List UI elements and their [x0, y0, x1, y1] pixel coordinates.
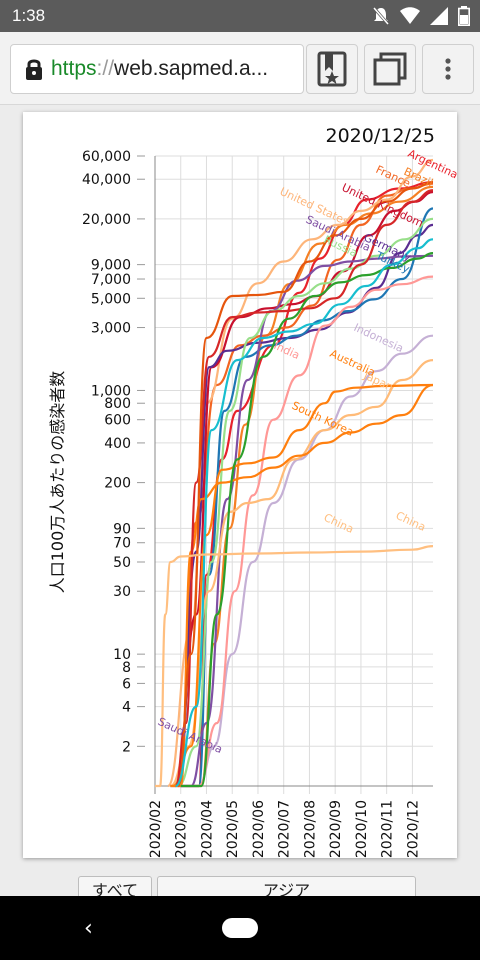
series-annotation: Japan [361, 369, 395, 394]
y-tick-label: 7,000 [91, 272, 131, 288]
series-line-russia [177, 217, 434, 788]
y-tick-label: 600 [104, 413, 131, 429]
url-bar[interactable]: https://web.sapmed.a... [10, 44, 304, 94]
y-tick-label: 60,000 [82, 149, 131, 165]
y-tick-label: 2 [122, 739, 131, 755]
y-tick-label: 800 [104, 396, 131, 412]
lock-icon [26, 59, 42, 80]
url-host: web.sapmed.a... [114, 57, 269, 80]
y-tick-label: 40,000 [82, 172, 131, 188]
series-annotation: Indonesia [352, 321, 406, 355]
x-tick-label: 2020/10 [354, 800, 370, 858]
chart-card: 60,000 40,000 20,000 9,000 7,000 5,000 3,000 1,… [23, 112, 457, 858]
x-tick-label: 2020/06 [251, 800, 267, 858]
x-tick-label: 2020/04 [199, 800, 215, 858]
series-annotation: China [394, 509, 428, 534]
wifi-icon [400, 7, 420, 24]
status-time: 1:38 [12, 6, 46, 25]
url-text[interactable]: https://web.sapmed.a... [51, 57, 297, 81]
status-bar: 1:38 [0, 0, 480, 32]
tab-switcher-button[interactable] [364, 44, 416, 94]
y-tick-label: 50 [113, 555, 131, 571]
series-annotation: China [322, 511, 356, 536]
more-vertical-icon [445, 58, 451, 80]
x-tick-label: 2020/09 [328, 800, 344, 858]
more-menu-button[interactable] [422, 44, 474, 94]
series-annotation: South Korea [290, 399, 356, 439]
y-axis-label: 人口100万人あたりの感染者数 [48, 371, 67, 594]
home-pill-icon[interactable] [222, 918, 258, 938]
y-tick-label: 3,000 [91, 321, 131, 337]
series-line-indonesia [180, 334, 434, 788]
series-line-australia [172, 383, 434, 788]
x-tick-label: 2020/02 [148, 800, 164, 858]
chart-series [154, 158, 434, 788]
chart-title: 2020/12/25 [325, 125, 435, 147]
y-tick-label: 5,000 [91, 291, 131, 307]
x-tick-label: 2020/05 [225, 800, 241, 858]
y-tick-label: 400 [104, 436, 131, 452]
x-axis-ticks: 2020/02 2020/03 2020/04 2020/05 2020/06 2020/… [148, 800, 421, 858]
url-scheme: https [51, 57, 97, 80]
filter-all-button[interactable]: すべて [78, 876, 152, 896]
series-line-china [154, 545, 434, 788]
battery-icon [458, 6, 470, 26]
y-tick-label: 9,000 [91, 258, 131, 274]
y-tick-label: 6 [122, 676, 131, 692]
bookmark-button[interactable] [306, 44, 358, 94]
y-tick-label: 30 [113, 584, 131, 600]
series-annotation: India [272, 339, 302, 362]
filter-buttons: すべて アジア [0, 876, 480, 896]
back-icon[interactable]: ‹ [84, 916, 93, 941]
series-line-canada [174, 238, 434, 788]
y-tick-label: 20,000 [82, 212, 131, 228]
browser-toolbar: https://web.sapmed.a... [0, 32, 480, 105]
x-tick-label: 2020/11 [380, 800, 396, 858]
series-line-south-korea [170, 383, 434, 788]
filter-asia-button[interactable]: アジア [157, 876, 416, 896]
y-tick-label: 8 [122, 660, 131, 676]
tabs-icon [373, 52, 407, 86]
status-icons [372, 6, 470, 26]
series-line-mexico [180, 252, 434, 788]
url-separator: :// [96, 57, 115, 80]
bookmark-star-icon [317, 51, 347, 87]
series-line-italy [174, 189, 434, 788]
series-line-spain [177, 181, 434, 788]
y-tick-label: 1,000 [91, 383, 131, 399]
system-navigation-bar: ‹ [0, 896, 480, 960]
x-tick-label: 2020/03 [174, 800, 190, 858]
y-tick-label: 10 [113, 647, 131, 663]
x-tick-label: 2020/08 [302, 800, 318, 858]
y-tick-label: 4 [122, 700, 131, 716]
notifications-off-icon [372, 7, 390, 25]
series-line-india [180, 275, 434, 788]
signal-icon [430, 7, 448, 25]
y-tick-label: 200 [104, 476, 131, 492]
y-tick-label: 70 [113, 536, 131, 552]
y-tick-label: 90 [113, 521, 131, 537]
x-tick-label: 2020/12 [405, 800, 421, 858]
x-tick-label: 2020/07 [277, 800, 293, 858]
